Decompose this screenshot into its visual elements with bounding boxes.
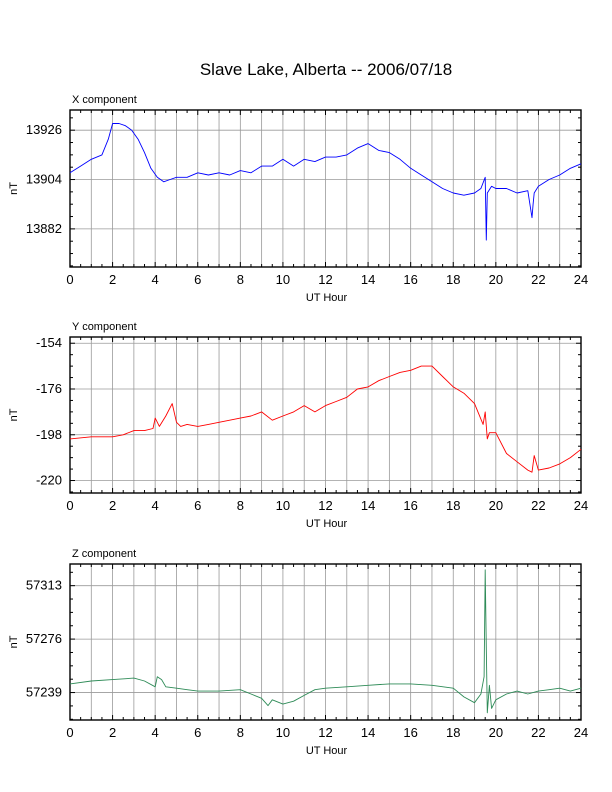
x-x-tick-label: 14 [361, 272, 375, 287]
y-panel-title: Y component [72, 321, 137, 333]
z-x-axis-label: UT Hour [306, 745, 348, 757]
y-x-tick-label: 22 [531, 498, 545, 513]
z-x-tick-label: 16 [403, 725, 417, 740]
z-x-tick-label: 6 [194, 725, 201, 740]
z-x-tick-label: 10 [276, 725, 290, 740]
x-x-tick-label: 10 [276, 272, 290, 287]
x-x-tick-label: 20 [489, 272, 503, 287]
y-y-tick-label: -154 [36, 335, 62, 350]
y-x-tick-label: 6 [194, 498, 201, 513]
y-x-tick-label: 2 [109, 498, 116, 513]
z-y-tick-label: 57313 [26, 578, 62, 593]
z-x-tick-label: 4 [152, 725, 159, 740]
y-x-tick-label: 20 [489, 498, 503, 513]
z-x-tick-label: 18 [446, 725, 460, 740]
x-y-tick-label: 13882 [26, 221, 62, 236]
z-y-axis-label: nT [8, 635, 20, 648]
z-x-tick-label: 14 [361, 725, 375, 740]
x-x-tick-label: 4 [152, 272, 159, 287]
x-x-tick-label: 18 [446, 272, 460, 287]
z-panel-title: Z component [72, 548, 136, 560]
z-x-tick-label: 20 [489, 725, 503, 740]
page-title: Slave Lake, Alberta -- 2006/07/18 [200, 60, 452, 79]
y-x-tick-label: 10 [276, 498, 290, 513]
y-x-tick-label: 4 [152, 498, 159, 513]
x-x-tick-label: 2 [109, 272, 116, 287]
z-component-series-line [69, 569, 582, 714]
x-y-axis-label: nT [8, 182, 20, 195]
x-x-tick-label: 24 [574, 272, 588, 287]
x-component-series-line [69, 123, 582, 241]
x-x-tick-label: 16 [403, 272, 417, 287]
y-x-tick-label: 8 [237, 498, 244, 513]
y-y-tick-label: -198 [36, 427, 62, 442]
y-x-tick-label: 12 [318, 498, 332, 513]
z-x-tick-label: 24 [574, 725, 588, 740]
z-x-tick-label: 0 [66, 725, 73, 740]
y-x-tick-label: 0 [66, 498, 73, 513]
y-x-tick-label: 18 [446, 498, 460, 513]
y-x-tick-label: 14 [361, 498, 375, 513]
x-x-tick-label: 22 [531, 272, 545, 287]
z-x-tick-label: 12 [318, 725, 332, 740]
x-x-tick-label: 6 [194, 272, 201, 287]
z-x-tick-label: 8 [237, 725, 244, 740]
y-x-tick-label: 16 [403, 498, 417, 513]
y-component-series-line [69, 365, 582, 473]
y-x-tick-label: 24 [574, 498, 588, 513]
x-x-axis-label: UT Hour [306, 292, 348, 304]
x-x-tick-label: 8 [237, 272, 244, 287]
z-y-tick-label: 57239 [26, 685, 62, 700]
x-panel-title: X component [72, 94, 137, 106]
y-y-tick-label: -220 [36, 473, 62, 488]
z-y-tick-label: 57276 [26, 631, 62, 646]
z-x-tick-label: 2 [109, 725, 116, 740]
x-y-tick-label: 13904 [26, 172, 62, 187]
y-y-axis-label: nT [8, 408, 20, 421]
z-x-tick-label: 22 [531, 725, 545, 740]
x-x-tick-label: 0 [66, 272, 73, 287]
y-x-axis-label: UT Hour [306, 518, 348, 530]
y-y-tick-label: -176 [36, 381, 62, 396]
x-y-tick-label: 13926 [26, 122, 62, 137]
x-x-tick-label: 12 [318, 272, 332, 287]
